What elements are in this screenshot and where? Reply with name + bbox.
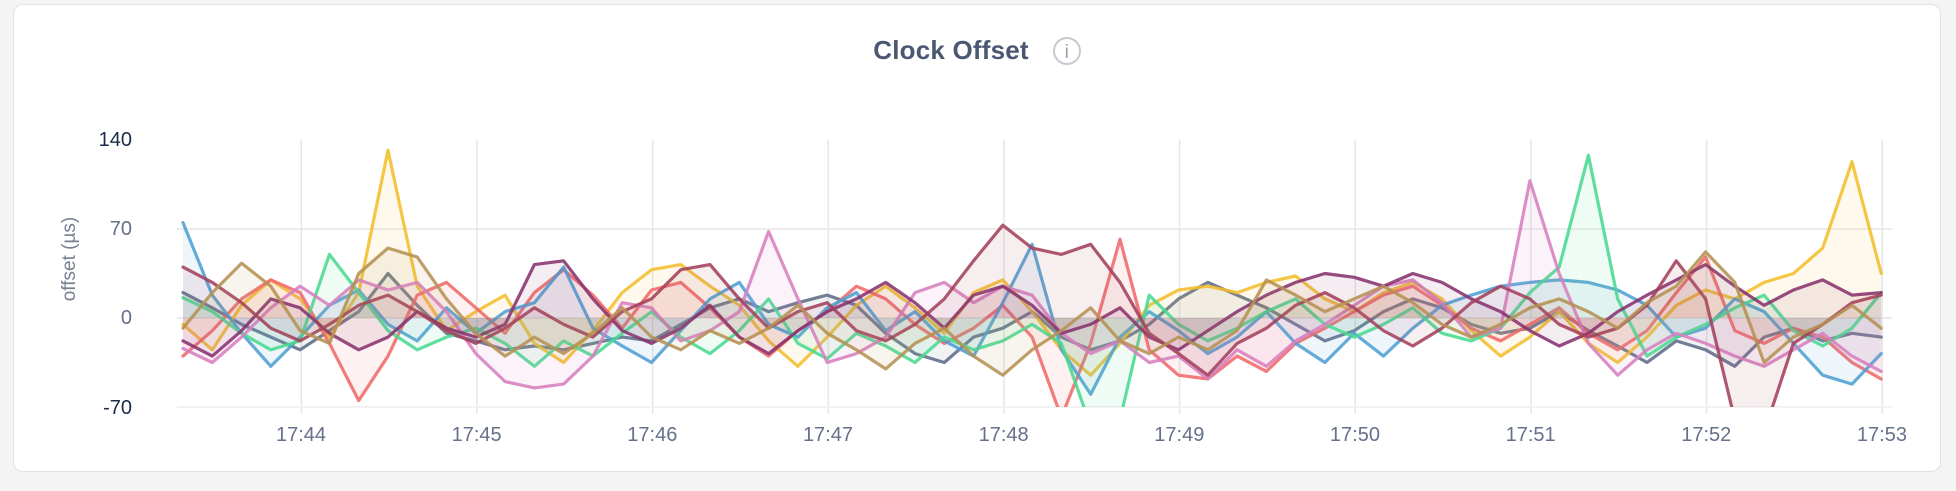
info-icon[interactable]: i xyxy=(1052,36,1081,65)
x-tick-1751: 17:51 xyxy=(1505,424,1556,446)
x-tick-1750: 17:50 xyxy=(1329,424,1380,446)
x-tick-1749: 17:49 xyxy=(1154,424,1205,446)
x-tick-1746: 17:46 xyxy=(627,424,678,446)
chart-card: Clock Offset i offset (µs) 140 70 0 -70 … xyxy=(13,4,1941,472)
x-tick-1752: 17:52 xyxy=(1681,424,1732,446)
clock-offset-line-chart[interactable] xyxy=(14,5,1956,491)
x-tick-1744: 17:44 xyxy=(275,424,327,446)
series-line-8 xyxy=(181,223,1883,407)
series-line-7 xyxy=(181,259,1883,358)
series-line-4 xyxy=(181,221,1883,396)
series-line-3 xyxy=(181,237,1883,407)
y-tick-140: 140 xyxy=(98,129,132,151)
chart-header: Clock Offset i xyxy=(14,35,1940,66)
x-tick-1748: 17:48 xyxy=(978,424,1029,446)
series-line-2 xyxy=(181,148,1883,377)
y-tick-0: 0 xyxy=(120,307,132,329)
x-tick-1753: 17:53 xyxy=(1856,424,1907,446)
series-area-8 xyxy=(183,225,1882,407)
x-tick-1747: 17:47 xyxy=(802,424,853,446)
series-line-5 xyxy=(181,153,1883,407)
series-plot xyxy=(181,148,1883,407)
series-area-4 xyxy=(183,222,1882,395)
series-area-6 xyxy=(183,180,1882,388)
y-tick-70: 70 xyxy=(109,218,132,240)
series-line-9 xyxy=(181,246,1883,377)
x-tick-1745: 17:45 xyxy=(451,424,502,446)
chart-title: Clock Offset xyxy=(873,35,1029,65)
series-area-7 xyxy=(183,260,1882,357)
y-tick-neg70: -70 xyxy=(103,397,132,419)
